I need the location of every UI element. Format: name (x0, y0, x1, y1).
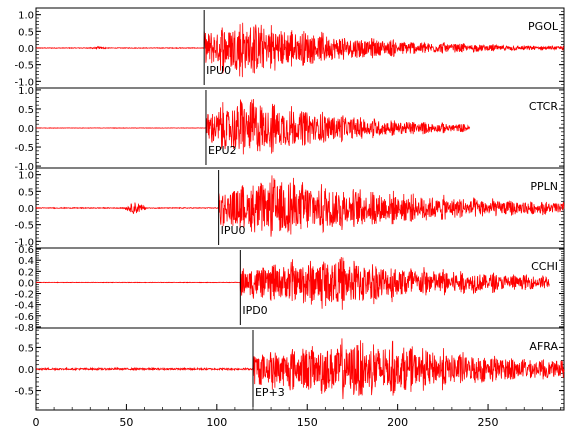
y-tick-label: 0.5 (18, 105, 34, 116)
y-tick-label: 0.0 (18, 365, 34, 376)
pick-label: EPU2 (208, 144, 237, 157)
panel-cchi: 0.60.40.20.0-0.2-0.4-0.6-0.8 IPD0 CCHI (14, 245, 565, 334)
y-tick-label: 0.5 (18, 343, 34, 354)
x-tick-label: 100 (206, 416, 227, 429)
y-tick-label: -0.5 (14, 387, 34, 398)
y-tick-label: -0.5 (14, 143, 34, 154)
y-tick-label: 0.0 (18, 278, 34, 289)
panel-pgol: 1.0 0.5 0.0 -0.5 -1.0 IPU0 PGOL (14, 7, 565, 89)
pick-label: EP+3 (255, 386, 285, 399)
waveform-cchi (35, 256, 550, 310)
x-tick-label: 200 (387, 416, 408, 429)
waveform-afra (35, 338, 565, 400)
station-label: AFRA (529, 340, 558, 353)
y-tick-label: -1.0 (14, 162, 34, 173)
y-tick-label: 1.0 (18, 11, 34, 22)
y-tick-label: -0.2 (14, 290, 34, 301)
y-tick-label: -0.8 (14, 323, 34, 334)
x-tick-label: 250 (478, 416, 499, 429)
pick-label: IPU0 (206, 64, 231, 77)
y-tick-label: 0.0 (18, 124, 34, 135)
y-tick-label: -0.5 (14, 221, 34, 232)
waveform-ctcr (35, 99, 471, 155)
y-tick-label: -0.5 (14, 61, 34, 72)
x-tick-label: 0 (33, 416, 40, 429)
station-label: PGOL (528, 20, 559, 33)
pick-label: IPU0 (221, 224, 246, 237)
y-tick-label: -0.6 (14, 312, 34, 323)
y-tick-label: 0.6 (18, 245, 34, 256)
waveform-pgol (35, 22, 565, 78)
y-tick-label: -0.4 (14, 301, 34, 312)
y-tick-label: 1.0 (18, 86, 34, 97)
y-tick-label: 1.0 (18, 171, 34, 182)
station-label: CCHI (531, 260, 558, 273)
y-tick-label: 0.0 (18, 44, 34, 55)
panels-layer: 1.0 0.5 0.0 -0.5 -1.0 IPU0 PGOL 1.0 0.5 0.0 -0.5 -1… (14, 7, 565, 411)
panel-ppln: 1.0 0.5 0.0 -0.5 -1.0 IPU0 PPLN (14, 167, 565, 249)
y-tick-label: -1.0 (14, 237, 34, 248)
x-axis: 0 50 100 150 200 250 (33, 404, 561, 429)
x-tick-label: 50 (119, 416, 133, 429)
waveform-ppln (35, 175, 565, 237)
y-tick-label: 0.0 (18, 204, 34, 215)
station-label: CTCR (529, 100, 558, 113)
panel-afra: 0.5 0.0 -0.5 EP+3 AFRA (14, 327, 565, 411)
y-tick-label: 0.5 (18, 27, 34, 38)
y-tick-label: 0.4 (18, 256, 34, 267)
pick-label: IPD0 (242, 304, 267, 317)
panel-ctcr: 1.0 0.5 0.0 -0.5 -1.0 EPU2 CTCR (14, 86, 565, 173)
station-label: PPLN (530, 180, 558, 193)
x-tick-label: 150 (297, 416, 318, 429)
y-tick-label: 0.5 (18, 187, 34, 198)
y-tick-label: 0.2 (18, 267, 34, 278)
y-tick-label: -1.0 (14, 77, 34, 88)
